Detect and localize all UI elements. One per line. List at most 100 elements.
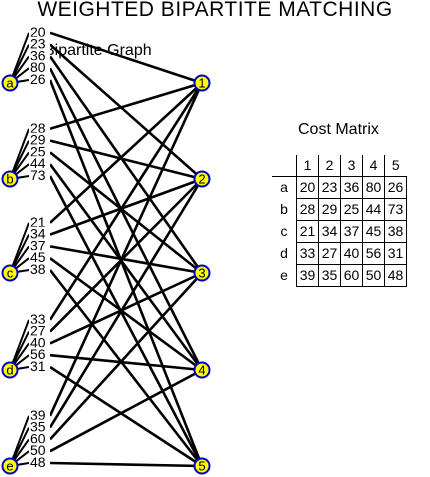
edge-weight-bg	[29, 359, 50, 371]
edge-a-1	[49, 31, 203, 85]
right-node-3-circle	[193, 264, 211, 282]
edge-c-1	[49, 82, 203, 224]
edge-weight-bg	[29, 132, 50, 145]
edge-b-3	[49, 151, 203, 275]
edge-weight-bg	[29, 226, 50, 239]
right-node-4-label: 4	[198, 363, 205, 378]
edge-weight-bg	[29, 72, 50, 84]
right-node-5-label: 5	[198, 459, 205, 474]
edge-weight-d-2: 27	[30, 323, 46, 339]
matrix-row-header: c	[272, 220, 297, 243]
edge-weight-bg	[29, 24, 50, 37]
edge-weight-bg	[29, 455, 50, 467]
edge-weight-e-3: 60	[30, 430, 46, 446]
edge-weight-c-4: 45	[30, 249, 46, 265]
edge-weight-bg	[29, 238, 50, 251]
left-node-d-circle	[1, 361, 19, 379]
edge-a-2	[49, 43, 203, 180]
edge-e-5	[49, 461, 203, 468]
left-node-b-circle	[1, 170, 19, 188]
edge-weight-a-2: 23	[30, 36, 46, 52]
edge-weight-bg	[29, 419, 50, 432]
edge-weight-a-3: 36	[30, 47, 46, 63]
matrix-cell: 56	[362, 242, 385, 265]
edge-weight-a-1: 20	[30, 24, 46, 40]
matrix-cell: 38	[384, 220, 407, 243]
right-node-2-circle	[193, 170, 211, 188]
edges-layer	[9, 31, 204, 468]
right-node-1-circle	[193, 74, 211, 92]
edge-weight-bg	[29, 335, 50, 348]
matrix-column-header: 1	[296, 155, 319, 177]
edge-weight-bg	[29, 311, 50, 324]
matrix-corner	[272, 155, 297, 177]
edge-weight-bg	[29, 347, 50, 360]
edge-weight-e-4: 50	[30, 442, 46, 458]
edge-weight-bg	[29, 120, 50, 133]
matrix-cell: 80	[362, 176, 385, 199]
matrix-column-header: 2	[318, 155, 341, 177]
matrix-cell: 33	[296, 242, 319, 265]
matrix-row: c 21 34 37 45 38	[272, 220, 407, 243]
page-title: WEIGHTED BIPARTITE MATCHING	[37, 0, 393, 21]
edge-weight-b-5: 73	[30, 167, 46, 183]
edge-c-3	[49, 245, 203, 275]
matrix-cell: 35	[318, 264, 341, 287]
matrix-cell: 29	[318, 198, 341, 221]
edge-weight-d-3: 40	[30, 334, 46, 350]
edge-weight-bg	[29, 407, 50, 420]
edge-weight-d-5: 31	[30, 358, 46, 374]
right-node-5-circle	[193, 457, 211, 475]
matrix-cell: 48	[384, 264, 407, 287]
edge-a-5	[48, 79, 204, 467]
edge-weight-bg	[29, 214, 50, 227]
graph-title: Bipartite Graph	[44, 42, 152, 59]
left-node-c-label: c	[7, 266, 14, 281]
matrix-column-header: 4	[362, 155, 385, 177]
edge-weight-b-3: 25	[30, 143, 46, 159]
matrix-row-header: b	[272, 198, 297, 221]
edge-weight-b-1: 28	[30, 120, 46, 136]
edge-weight-b-2: 29	[30, 132, 46, 148]
matrix-cell: 28	[296, 198, 319, 221]
matrix-cell: 21	[296, 220, 319, 243]
matrix-cell: 44	[362, 198, 385, 221]
matrix-cell: 23	[318, 176, 341, 199]
edge-a-4	[48, 67, 204, 371]
edge-weight-a-5: 26	[30, 71, 46, 87]
edge-weight-e-2: 35	[30, 419, 46, 435]
right-node-3-label: 3	[198, 266, 205, 281]
matrix-row: e 39 35 60 50 48	[272, 264, 407, 287]
matrix-cell: 45	[362, 220, 385, 243]
cost-matrix: 1 2 3 4 5 a 20 23 36 80 26 b 28 29 25 44 73 c 21 34 37 45 38 d 3…	[272, 155, 407, 287]
edge-weight-e-1: 39	[30, 407, 46, 423]
matrix-cell: 37	[340, 220, 363, 243]
edge-weight-bg	[29, 168, 50, 180]
matrix-title: Cost Matrix	[298, 121, 379, 138]
edge-weight-c-2: 34	[30, 226, 46, 242]
matrix-cell: 27	[318, 242, 341, 265]
edge-weight-bg	[29, 36, 50, 49]
matrix-cell: 73	[384, 198, 407, 221]
edge-weight-d-4: 56	[30, 346, 46, 362]
edge-weight-c-1: 21	[30, 214, 46, 230]
matrix-cell: 50	[362, 264, 385, 287]
edge-b-4	[48, 163, 204, 371]
matrix-row-header: d	[272, 242, 297, 265]
edge-weight-e-5: 48	[30, 454, 46, 470]
left-node-d-label: d	[6, 363, 13, 378]
matrix-row-header: a	[272, 176, 297, 199]
edge-a-3	[48, 55, 204, 274]
right-node-4-circle	[193, 361, 211, 379]
right-node-2-label: 2	[198, 172, 205, 187]
matrix-cell: 36	[340, 176, 363, 199]
matrix-column-header: 5	[384, 155, 407, 177]
edge-b-2	[49, 139, 203, 181]
edge-b-1	[49, 81, 203, 131]
matrix-row-header: e	[272, 264, 297, 287]
edge-d-1	[48, 82, 204, 321]
